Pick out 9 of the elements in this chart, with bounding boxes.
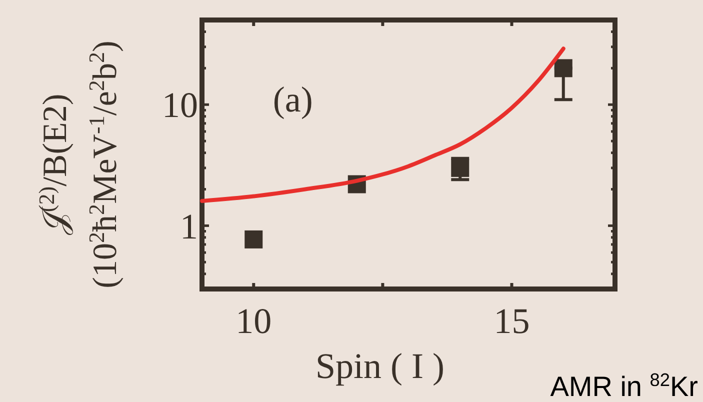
- point: [554, 59, 572, 78]
- x-tick-label: 15: [494, 301, 530, 341]
- text: AMR in $^{82}$Kr: [550, 370, 698, 402]
- annotation: (a): [272, 79, 313, 120]
- x-axis-title: Spin ( I ): [316, 346, 444, 386]
- y-tick-label: 1: [180, 206, 198, 246]
- line-series: [200, 46, 566, 203]
- point: [451, 158, 470, 177]
- point: [244, 230, 263, 248]
